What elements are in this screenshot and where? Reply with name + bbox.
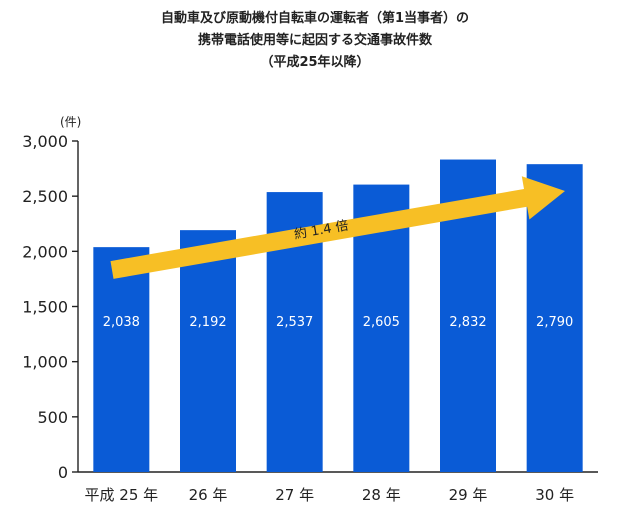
chart-data-labels: 2,038 2,192 2,537 2,605 2,832 2,790	[103, 315, 574, 330]
bar-value-label: 2,192	[189, 315, 226, 330]
x-tick-label: 平成 25 年	[85, 486, 159, 504]
x-tick-label: 28 年	[362, 486, 401, 504]
bar-value-label: 2,038	[103, 315, 140, 330]
y-tick-label: 3,000	[22, 132, 68, 151]
bar-value-label: 2,605	[363, 315, 400, 330]
y-axis-unit: (件)	[60, 115, 81, 129]
chart-title-line-1: 自動車及び原動機付自転車の運転者（第1当事者）の	[160, 11, 470, 26]
chart-title-line-2: 携帯電話使用等に起因する交通事故件数	[197, 33, 432, 48]
x-tick-label: 30 年	[535, 486, 574, 504]
y-tick-label: 2,500	[22, 187, 68, 206]
y-tick-label: 1,000	[22, 353, 68, 372]
chart-title-line-3: （平成25年以降）	[260, 55, 370, 70]
y-tick-label: 0	[58, 463, 68, 482]
chart-overlay: 約 1.4 倍	[110, 176, 565, 279]
bar-value-label: 2,537	[276, 315, 313, 330]
bar-value-label: 2,832	[449, 315, 486, 330]
bar	[180, 230, 236, 472]
x-tick-label: 29 年	[449, 486, 488, 504]
chart-bars	[93, 159, 583, 473]
chart-title: 自動車及び原動機付自転車の運転者（第1当事者）の 携帯電話使用等に起因する交通事…	[0, 8, 630, 74]
y-tick-label: 2,000	[22, 242, 68, 261]
bar	[93, 247, 150, 472]
bar	[526, 164, 583, 473]
chart-axes: (件) 0 500 1,000 1,500 2,000 2,500 3,000 平成 25 年 2…	[22, 115, 598, 504]
x-tick-label: 27 年	[275, 486, 314, 504]
growth-arrow	[110, 176, 565, 279]
bar-value-label: 2,790	[536, 315, 573, 330]
y-tick-label: 1,500	[22, 298, 68, 317]
y-tick-label: 500	[37, 408, 68, 427]
x-tick-label: 26 年	[189, 486, 228, 504]
